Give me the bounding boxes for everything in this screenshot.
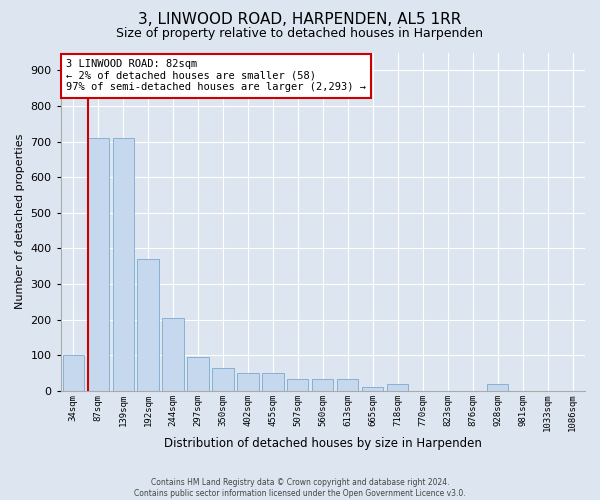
Bar — [62, 356, 84, 391]
Text: 3 LINWOOD ROAD: 82sqm
← 2% of detached houses are smaller (58)
97% of semi-detac: 3 LINWOOD ROAD: 82sqm ← 2% of detached h… — [66, 60, 366, 92]
Bar — [88, 138, 109, 391]
Bar — [212, 368, 233, 391]
Text: Contains HM Land Registry data © Crown copyright and database right 2024.
Contai: Contains HM Land Registry data © Crown c… — [134, 478, 466, 498]
Bar — [187, 357, 209, 391]
Bar — [113, 138, 134, 391]
Text: Size of property relative to detached houses in Harpenden: Size of property relative to detached ho… — [116, 28, 484, 40]
Text: 3, LINWOOD ROAD, HARPENDEN, AL5 1RR: 3, LINWOOD ROAD, HARPENDEN, AL5 1RR — [139, 12, 461, 28]
Bar — [487, 384, 508, 391]
Bar — [238, 373, 259, 391]
Bar — [362, 388, 383, 391]
Bar — [337, 378, 358, 391]
Bar — [312, 378, 334, 391]
Bar — [262, 373, 284, 391]
Bar — [387, 384, 409, 391]
Bar — [287, 378, 308, 391]
Y-axis label: Number of detached properties: Number of detached properties — [15, 134, 25, 310]
X-axis label: Distribution of detached houses by size in Harpenden: Distribution of detached houses by size … — [164, 437, 482, 450]
Bar — [163, 318, 184, 391]
Bar — [137, 259, 159, 391]
